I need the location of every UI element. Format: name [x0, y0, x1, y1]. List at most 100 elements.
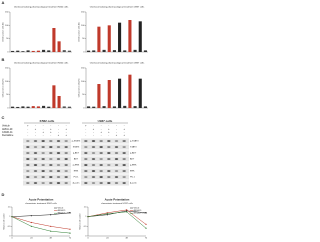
bar: [123, 105, 127, 108]
bar: [52, 28, 56, 52]
x-tick-label: 72: [145, 238, 148, 240]
treatment-sign: +: [123, 134, 125, 137]
bar: [21, 51, 25, 52]
blot-band: [122, 140, 126, 142]
blot-band: [64, 140, 68, 142]
treatment-sign: +: [58, 134, 60, 137]
treatment-sign: +: [85, 125, 87, 128]
line: [11, 216, 71, 230]
treatment-sign: +: [50, 128, 52, 131]
point: [106, 212, 108, 214]
blot-band: [56, 164, 61, 166]
treatment-sign: -: [124, 131, 125, 134]
bar: [133, 49, 137, 52]
blot-band: [122, 158, 126, 160]
blot-band: [107, 140, 111, 142]
blot-band: [49, 164, 53, 166]
line: [11, 212, 71, 217]
bar: [62, 50, 66, 52]
blot-band: [107, 170, 111, 172]
treatment-sign: -: [43, 134, 44, 137]
y-tick-label: 150: [81, 12, 85, 14]
y-tick-label: 0: [85, 236, 87, 238]
blot-band: [84, 164, 88, 166]
point: [145, 223, 147, 225]
x-tick-label: 0: [87, 238, 89, 240]
band-label: p-AKT: [73, 152, 80, 155]
band-label: p-ERK: [73, 165, 80, 167]
blot-band: [64, 158, 68, 160]
blot-strip: [23, 156, 71, 162]
blot-strip: [23, 168, 71, 174]
blot-band: [99, 158, 103, 160]
treatment-sign: +: [93, 128, 95, 131]
bar: [107, 25, 111, 52]
blot-band: [91, 140, 96, 142]
bar: [102, 106, 106, 108]
band-label: ERK: [130, 171, 135, 173]
bar: [138, 21, 142, 52]
bar: [31, 50, 35, 52]
blot-band: [107, 146, 111, 148]
band-label: p-AKT: [130, 152, 137, 155]
blot-band: [56, 182, 61, 184]
treatment-sign: +: [116, 134, 118, 137]
y-axis-label: Relative cell number: [78, 213, 81, 230]
bar: [36, 50, 40, 52]
y-tick-label: 100: [5, 81, 9, 83]
blot-band: [26, 146, 30, 148]
chart-subtitle: chemotaxis treatment K562 cells: [25, 202, 58, 205]
bar: [143, 50, 147, 52]
treatment-sign: -: [85, 131, 86, 134]
treatment-label: AMCA-29: [2, 128, 13, 131]
treatment-sign: +: [50, 131, 52, 134]
blot-band: [91, 146, 96, 148]
treatment-sign: -: [50, 125, 51, 128]
group-header: U937 cells: [98, 119, 113, 123]
blot-band: [26, 152, 30, 154]
band-label: p-ERK: [130, 165, 137, 167]
chart-title: Chemosensitizing pharmacological treatme…: [90, 6, 145, 9]
panel-label: C: [2, 115, 5, 120]
blot-band: [33, 158, 38, 160]
blot-band: [122, 182, 126, 184]
bar: [92, 106, 96, 108]
bar: [47, 106, 51, 108]
blot-band: [84, 170, 88, 172]
blot-band: [91, 152, 96, 154]
blot-strip: [23, 174, 71, 180]
point: [69, 212, 71, 214]
blot-band: [41, 182, 45, 184]
blot-band: [64, 176, 68, 178]
bar: [112, 106, 116, 108]
figure: A B C D Chemosensitizing pharmacological tre…: [1, 0, 148, 240]
y-tick-label: 150: [81, 68, 85, 70]
bar: [42, 49, 46, 52]
blot-band: [84, 140, 88, 142]
blot-band: [114, 140, 119, 142]
x-tick-label: 0: [11, 238, 13, 240]
blot-band: [107, 182, 111, 184]
x-tick-label: 48: [126, 238, 129, 240]
blot-strip: [81, 144, 129, 150]
y-tick-label: 0: [9, 236, 11, 238]
blot-band: [49, 140, 53, 142]
bar: [57, 96, 61, 108]
blot-band: [114, 146, 119, 148]
bar: [128, 20, 132, 52]
treatment-sign: +: [108, 128, 110, 131]
y-tick-label: 50: [6, 38, 9, 40]
treatment-sign: -: [93, 125, 94, 128]
point: [50, 214, 52, 216]
treatment-sign: -: [35, 134, 36, 137]
blot-strip: [23, 180, 71, 186]
legend-label: Vehicle: [134, 207, 140, 209]
x-tick-label: 72: [69, 238, 72, 240]
blot-band: [26, 176, 30, 178]
band-label: STAT3: [130, 146, 137, 149]
blot-band: [33, 182, 38, 184]
treatment-sign: +: [108, 131, 110, 134]
blot-band: [26, 164, 30, 166]
legend-label: Vehicle: [58, 207, 64, 209]
treatment-sign: -: [50, 134, 51, 137]
